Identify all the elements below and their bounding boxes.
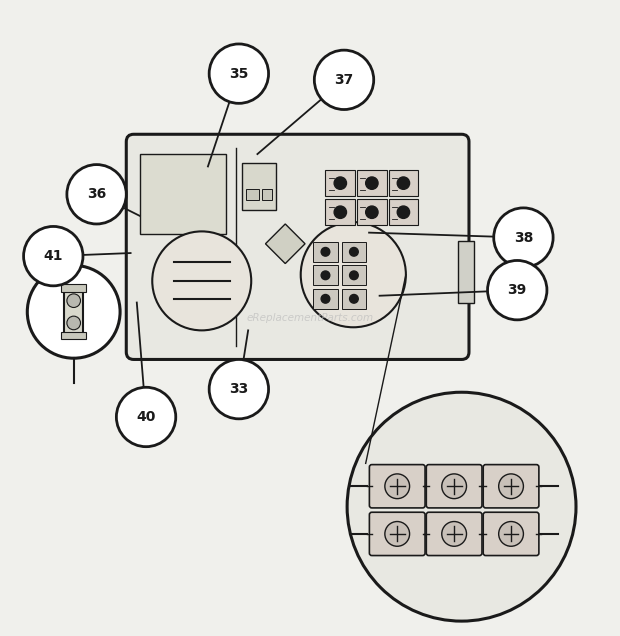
Circle shape — [397, 177, 410, 190]
Circle shape — [209, 359, 268, 419]
Circle shape — [366, 177, 378, 190]
Circle shape — [366, 206, 378, 218]
Circle shape — [498, 474, 523, 499]
Bar — [342, 242, 366, 261]
Circle shape — [334, 177, 347, 190]
Circle shape — [301, 222, 406, 328]
Bar — [61, 284, 86, 292]
Text: 35: 35 — [229, 67, 249, 81]
Circle shape — [321, 247, 330, 256]
Text: 41: 41 — [43, 249, 63, 263]
Circle shape — [314, 50, 374, 109]
Bar — [64, 289, 83, 335]
Bar — [313, 242, 338, 261]
Bar — [242, 163, 276, 210]
Circle shape — [67, 165, 126, 224]
Circle shape — [350, 294, 358, 303]
FancyBboxPatch shape — [427, 465, 482, 508]
Circle shape — [334, 206, 347, 218]
Bar — [389, 170, 419, 196]
Text: 37: 37 — [334, 73, 353, 87]
FancyBboxPatch shape — [483, 512, 539, 556]
FancyBboxPatch shape — [370, 512, 425, 556]
Text: eReplacementParts.com: eReplacementParts.com — [246, 313, 374, 323]
Circle shape — [350, 271, 358, 280]
Circle shape — [494, 208, 553, 267]
Bar — [342, 265, 366, 285]
Text: 36: 36 — [87, 187, 106, 201]
Circle shape — [442, 474, 466, 499]
Bar — [262, 190, 272, 200]
Circle shape — [321, 271, 330, 280]
Circle shape — [442, 522, 466, 546]
Text: 39: 39 — [508, 283, 527, 297]
Bar — [326, 170, 355, 196]
FancyBboxPatch shape — [126, 134, 469, 359]
Bar — [246, 190, 259, 200]
Circle shape — [385, 474, 410, 499]
Bar — [357, 199, 387, 225]
Bar — [326, 199, 355, 225]
FancyBboxPatch shape — [483, 465, 539, 508]
Bar — [61, 332, 86, 340]
Circle shape — [209, 44, 268, 103]
Text: 38: 38 — [514, 231, 533, 245]
Bar — [313, 289, 338, 308]
Circle shape — [321, 294, 330, 303]
Circle shape — [498, 522, 523, 546]
FancyBboxPatch shape — [370, 465, 425, 508]
Circle shape — [397, 206, 410, 218]
Circle shape — [67, 294, 81, 307]
Bar — [140, 154, 226, 235]
Bar — [313, 265, 338, 285]
Bar — [342, 289, 366, 308]
Circle shape — [27, 265, 120, 358]
Circle shape — [24, 226, 83, 286]
Text: 40: 40 — [136, 410, 156, 424]
Circle shape — [153, 232, 251, 330]
Bar — [357, 170, 387, 196]
Circle shape — [67, 316, 81, 329]
FancyBboxPatch shape — [427, 512, 482, 556]
Circle shape — [487, 261, 547, 320]
Polygon shape — [265, 224, 305, 263]
Circle shape — [117, 387, 175, 446]
Bar — [458, 240, 474, 303]
Bar — [389, 199, 419, 225]
Circle shape — [385, 522, 410, 546]
Text: 33: 33 — [229, 382, 249, 396]
Circle shape — [350, 247, 358, 256]
Circle shape — [347, 392, 576, 621]
